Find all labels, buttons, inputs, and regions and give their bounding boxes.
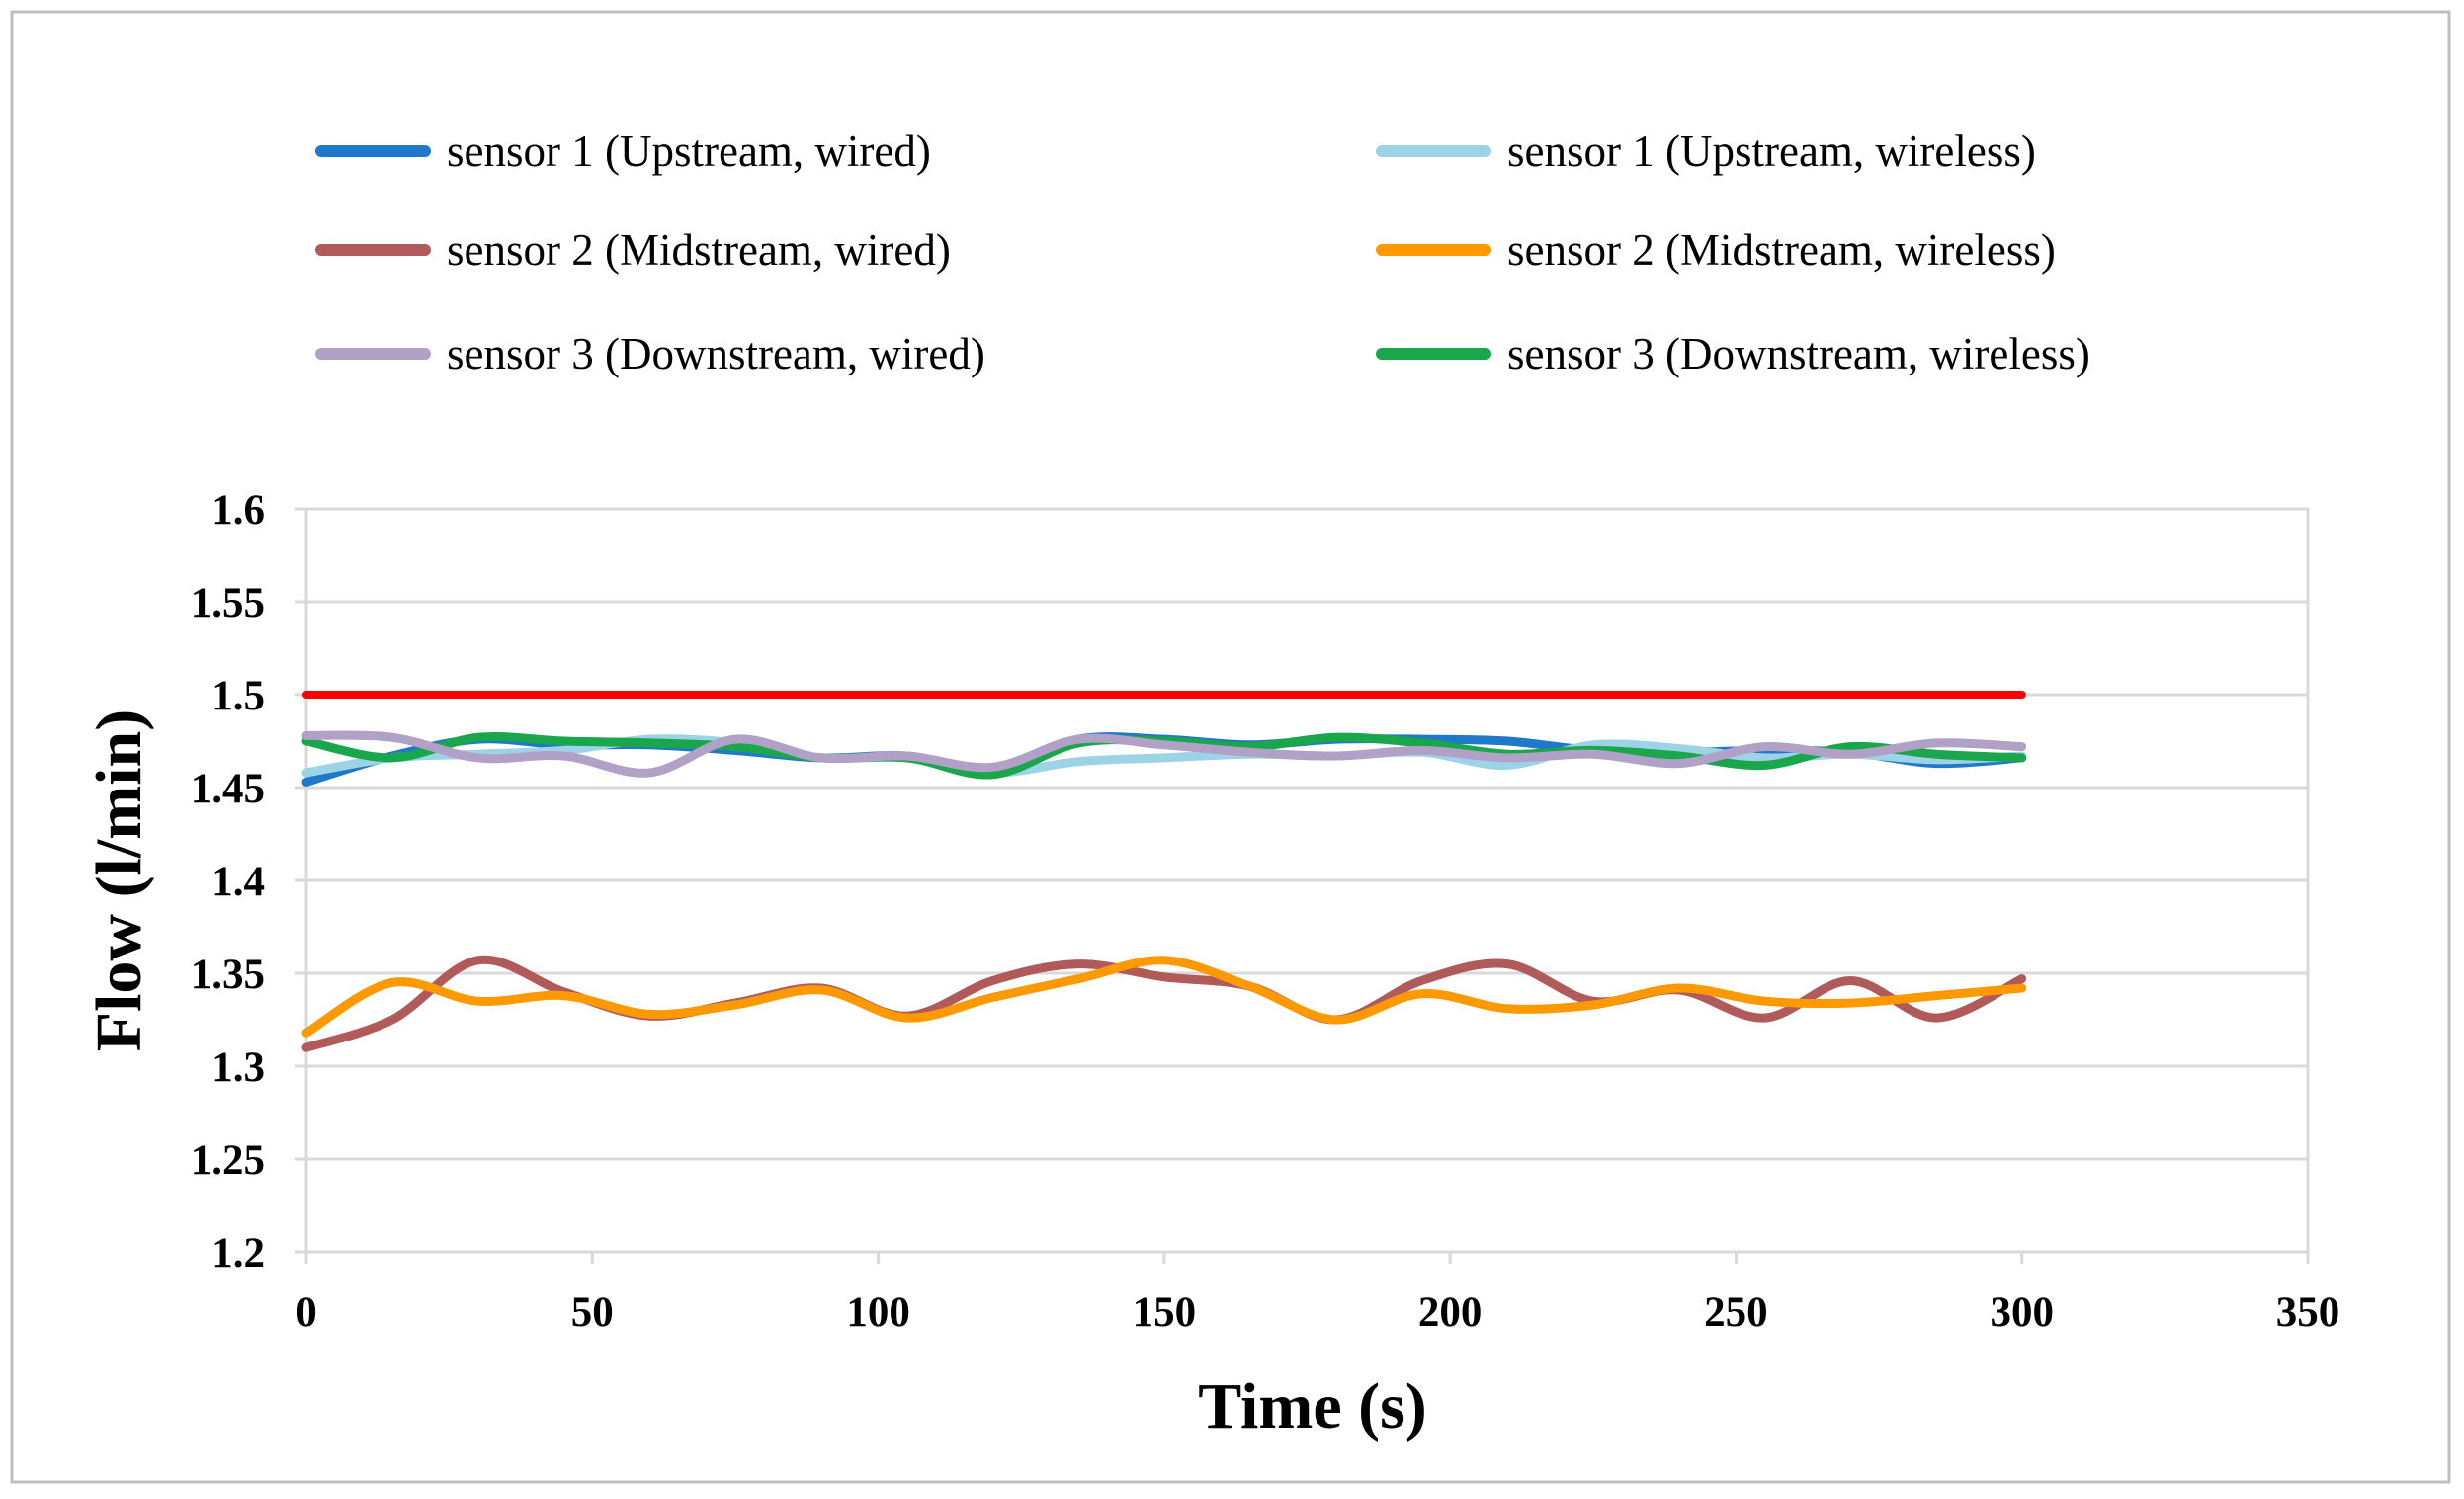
- y-tick-label: 1.4: [212, 859, 265, 905]
- y-tick-label: 1.5: [212, 673, 265, 719]
- x-tick-label: 250: [1704, 1290, 1768, 1336]
- y-tick-label: 1.45: [191, 766, 265, 812]
- y-tick-label: 1.3: [212, 1044, 265, 1091]
- legend: sensor 1 (Upstream, wired) sensor 1 (Upst…: [315, 126, 2090, 378]
- legend-label: sensor 2 (Midstream, wireless): [1507, 225, 2056, 275]
- legend-label: sensor 3 (Downstream, wireless): [1507, 329, 2090, 378]
- x-tick-label: 100: [846, 1290, 910, 1336]
- legend-label: sensor 1 (Upstream, wired): [447, 126, 931, 176]
- y-axis-title: Flow (l/min): [83, 709, 155, 1051]
- legend-item-5: sensor 3 (Downstream, wired): [315, 329, 985, 378]
- x-tick-label: 300: [1990, 1290, 2054, 1336]
- y-axis: 1.2 1.25 1.3 1.35 1.4 1.45 1.5 1.55 1.6: [191, 487, 306, 1277]
- legend-item-3: sensor 2 (Midstream, wired): [315, 225, 951, 275]
- x-tick-label: 150: [1133, 1290, 1197, 1336]
- x-tick-label: 50: [571, 1290, 614, 1336]
- series-line-4: [301, 956, 2027, 1038]
- x-tick-label: 0: [296, 1290, 317, 1336]
- x-axis-title: Time (s): [1198, 1371, 1427, 1443]
- legend-item-4: sensor 2 (Midstream, wireless): [1376, 225, 2056, 275]
- y-tick-label: 1.35: [191, 952, 265, 998]
- y-tick-label: 1.6: [212, 487, 265, 534]
- y-tick-label: 1.55: [191, 580, 265, 626]
- y-tick-label: 1.25: [191, 1137, 265, 1184]
- series-line-5: [301, 730, 2027, 778]
- x-tick-label: 350: [2276, 1290, 2340, 1336]
- y-tick-label: 1.2: [212, 1230, 265, 1277]
- x-tick-label: 200: [1418, 1290, 1483, 1336]
- legend-item-2: sensor 1 (Upstream, wireless): [1376, 126, 2036, 176]
- legend-label: sensor 2 (Midstream, wired): [447, 225, 951, 275]
- legend-label: sensor 3 (Downstream, wired): [447, 329, 985, 378]
- x-axis: 0 50 100 150 200 250 300 350: [296, 1252, 2339, 1336]
- series-lines: [301, 730, 2027, 1052]
- legend-item-6: sensor 3 (Downstream, wireless): [1376, 329, 2090, 378]
- legend-item-1: sensor 1 (Upstream, wired): [315, 126, 931, 176]
- legend-label: sensor 1 (Upstream, wireless): [1507, 126, 2036, 176]
- series-line-2: [301, 734, 2027, 778]
